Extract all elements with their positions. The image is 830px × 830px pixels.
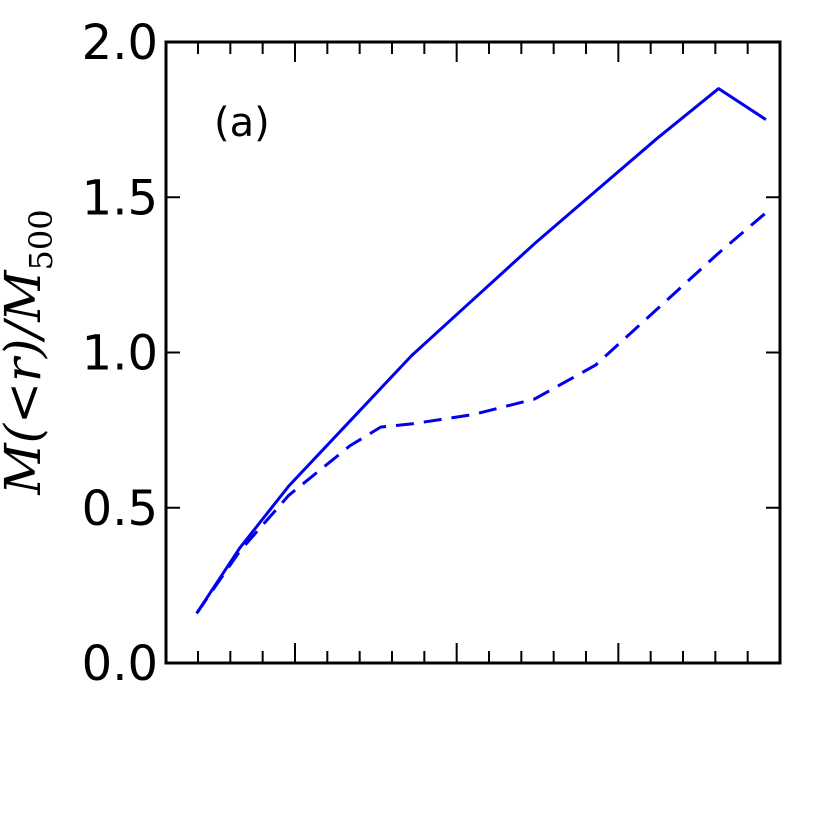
y-axis-label: M(<r)/M500 xyxy=(0,209,60,495)
dashed-series-line xyxy=(195,211,767,615)
y-axis-label-main: M(<r)/M xyxy=(0,269,52,496)
y-tick-label: 1.5 xyxy=(82,170,158,226)
y-axis-label-subscript: 500 xyxy=(22,209,60,270)
axis-ticks xyxy=(166,42,780,663)
y-tick-label: 0.5 xyxy=(82,481,158,537)
solid-series-line xyxy=(195,87,767,615)
series-group xyxy=(195,87,767,615)
plot-frame xyxy=(164,40,782,665)
y-tick-labels: 0.0 0.5 1.0 1.5 2.0 xyxy=(82,15,158,692)
panel-label: (a) xyxy=(214,100,270,146)
y-tick-label: 0.0 xyxy=(82,636,158,692)
y-tick-label: 1.0 xyxy=(82,326,158,382)
y-tick-label: 2.0 xyxy=(82,15,158,71)
